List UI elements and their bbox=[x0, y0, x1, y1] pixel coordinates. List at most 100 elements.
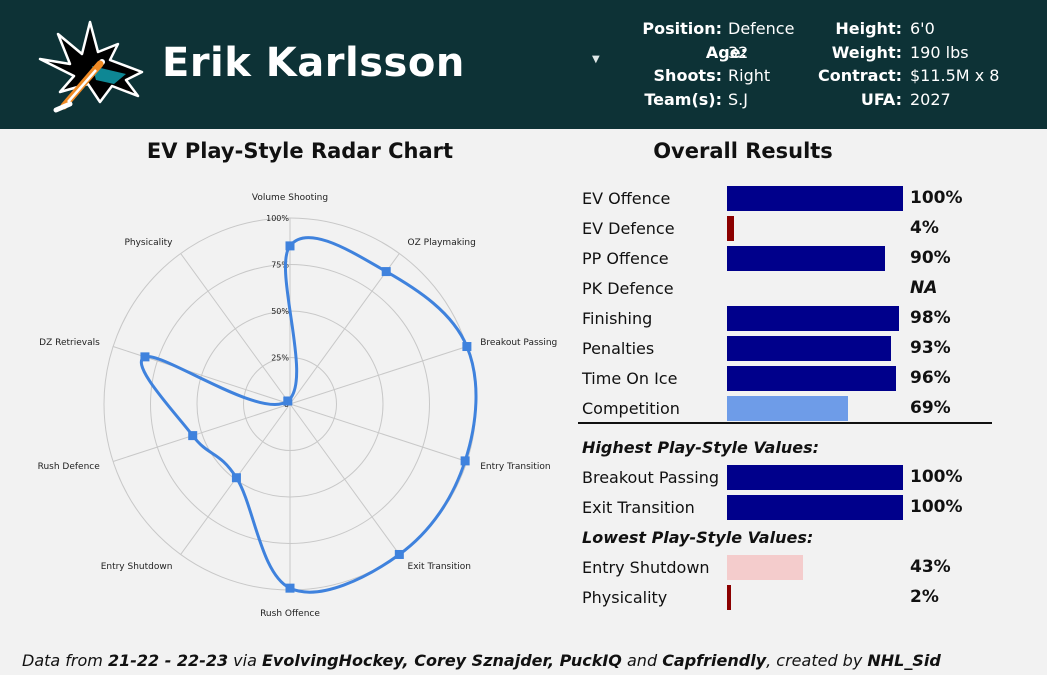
radar-data-point bbox=[283, 396, 293, 406]
highest-value-row-bar-fill bbox=[727, 495, 903, 520]
radar-data-point bbox=[140, 352, 150, 362]
radar-chart-title: EV Play-Style Radar Chart bbox=[146, 139, 454, 163]
radar-spoke bbox=[289, 253, 400, 405]
lowest-value-row-label: Entry Shutdown bbox=[582, 558, 710, 577]
footer-source-2: Capfriendly bbox=[662, 651, 767, 670]
height-label: Height: bbox=[835, 19, 902, 38]
overall-result-row-bar-fill bbox=[727, 186, 903, 211]
player-dropdown-caret-icon[interactable]: ▼ bbox=[592, 54, 600, 65]
radar-spoke bbox=[112, 403, 291, 462]
age-value: 32 bbox=[728, 43, 749, 62]
overall-result-row-label: EV Offence bbox=[582, 189, 671, 208]
shoots-value: Right bbox=[728, 66, 771, 85]
height-value: 6'0 bbox=[910, 19, 935, 38]
highest-value-row-bar bbox=[727, 495, 903, 520]
highest-value-row-label: Breakout Passing bbox=[582, 468, 719, 487]
footer-seasons: 21-22 - 22-23 bbox=[107, 651, 229, 670]
player-name: Erik Karlsson bbox=[162, 40, 465, 86]
weight-label: Weight: bbox=[831, 43, 902, 62]
overall-result-row-value: 98% bbox=[910, 308, 951, 328]
radar-spoke bbox=[112, 346, 291, 405]
results-divider bbox=[578, 422, 992, 424]
teams-value: S.J bbox=[728, 90, 748, 109]
footer-text-4: , created by bbox=[766, 651, 868, 670]
footer-text-2: via bbox=[228, 651, 262, 670]
lowest-value-row-bar-fill bbox=[727, 555, 803, 580]
overall-result-row-bar-fill bbox=[727, 336, 891, 361]
overall-result-row-label: Competition bbox=[582, 399, 680, 418]
overall-result-row-value: 96% bbox=[910, 368, 951, 388]
teams-label: Team(s): bbox=[644, 90, 722, 109]
overall-result-row-bar bbox=[727, 216, 735, 241]
lowest-value-row-bar bbox=[727, 555, 803, 580]
overall-result-row-label: Time On Ice bbox=[582, 369, 678, 388]
overall-result-row-bar-fill bbox=[727, 396, 849, 421]
radar-data-point bbox=[285, 583, 295, 593]
overall-result-row-bar bbox=[727, 306, 900, 331]
overall-result-row-label: PK Defence bbox=[582, 279, 674, 298]
overall-result-row-label: Finishing bbox=[582, 309, 653, 328]
radar-data-point bbox=[231, 473, 241, 483]
radar-axis-label: Exit Transition bbox=[408, 562, 471, 572]
overall-result-row-bar bbox=[727, 366, 896, 391]
radar-data-point bbox=[381, 267, 391, 277]
lowest-values-heading: Lowest Play-Style Values: bbox=[582, 528, 814, 547]
shark-logo-icon bbox=[38, 20, 144, 113]
radar-ring-label: 100% bbox=[266, 214, 289, 223]
overall-result-row-bar bbox=[727, 186, 903, 211]
radar-spoke bbox=[289, 403, 468, 462]
ufa-value: 2027 bbox=[910, 90, 951, 109]
header-banner: Erik Karlsson ▼ Position: Defence Age: 3… bbox=[0, 0, 1047, 129]
radar-axis-label: Physicality bbox=[124, 238, 173, 248]
footer-text-1: Data from bbox=[22, 651, 108, 670]
overall-result-row-bar-fill bbox=[727, 306, 900, 331]
footer-source-1: EvolvingHockey, Corey Sznajder, PuckIQ bbox=[261, 651, 622, 670]
radar-data-point bbox=[460, 456, 470, 466]
highest-value-row-value: 100% bbox=[910, 497, 963, 517]
overall-result-row-bar-fill bbox=[727, 366, 896, 391]
weight-value: 190 lbs bbox=[910, 43, 969, 62]
overall-result-row-label: Penalties bbox=[582, 339, 655, 358]
contract-value: $11.5M x 8 bbox=[910, 66, 1000, 85]
lowest-value-row-bar-fill bbox=[727, 585, 731, 610]
radar-axis-label: Rush Defence bbox=[38, 462, 101, 472]
radar-axis-label: DZ Retrievals bbox=[39, 338, 100, 348]
ufa-label: UFA: bbox=[860, 90, 902, 109]
footer-credit: Data from 21-22 - 22-23 via EvolvingHock… bbox=[22, 651, 941, 670]
shoots-label: Shoots: bbox=[653, 66, 722, 85]
overall-result-row-value: 93% bbox=[910, 338, 951, 358]
footer-author: NHL_Sid bbox=[867, 651, 941, 670]
radar-axis-label: OZ Playmaking bbox=[408, 238, 476, 248]
highest-value-row-label: Exit Transition bbox=[582, 498, 695, 517]
position-value: Defence bbox=[728, 19, 795, 38]
radar-data-point bbox=[462, 342, 472, 352]
highest-value-row-bar-fill bbox=[727, 465, 903, 490]
footer-text-3: and bbox=[621, 651, 663, 670]
radar-axis-label: Breakout Passing bbox=[480, 338, 557, 348]
radar-spoke bbox=[180, 253, 291, 405]
lowest-value-row-value: 2% bbox=[910, 587, 939, 607]
highest-value-row-bar bbox=[727, 465, 903, 490]
radar-axis-label: Entry Shutdown bbox=[101, 562, 173, 572]
radar-spoke bbox=[289, 346, 468, 405]
radar-data-point bbox=[285, 241, 295, 251]
overall-result-row-value: 4% bbox=[910, 218, 939, 238]
radar-data-point bbox=[394, 549, 404, 559]
overall-result-row-value: NA bbox=[910, 278, 938, 298]
highest-values-heading: Highest Play-Style Values: bbox=[582, 438, 819, 457]
highest-value-row-value: 100% bbox=[910, 467, 963, 487]
results-title: Overall Results bbox=[653, 139, 833, 163]
age-label: Age: bbox=[705, 43, 747, 62]
position-label: Position: bbox=[642, 19, 722, 38]
overall-result-row-bar bbox=[727, 336, 891, 361]
radar-data-point bbox=[188, 431, 198, 441]
overall-result-row-bar-fill bbox=[727, 246, 886, 271]
radar-axis-label: Entry Transition bbox=[480, 462, 550, 472]
radar-ring-label: 25% bbox=[271, 354, 289, 363]
overall-result-row-label: PP Offence bbox=[582, 249, 669, 268]
overall-result-row-value: 90% bbox=[910, 248, 951, 268]
overall-result-row-value: 100% bbox=[910, 188, 963, 208]
contract-label: Contract: bbox=[818, 66, 902, 85]
radar-ring-label: 75% bbox=[271, 261, 289, 270]
